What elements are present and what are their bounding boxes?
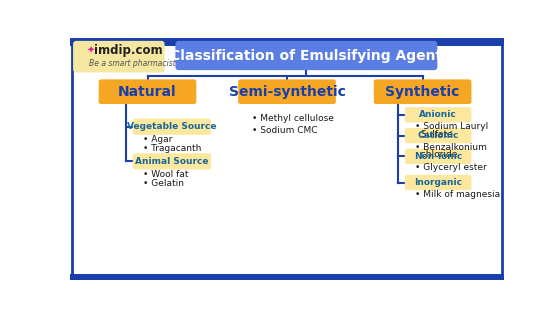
FancyBboxPatch shape: [133, 119, 211, 135]
FancyBboxPatch shape: [99, 79, 197, 104]
FancyBboxPatch shape: [175, 41, 437, 70]
Text: Classification of Emulsifying Agent: Classification of Emulsifying Agent: [170, 49, 442, 62]
FancyBboxPatch shape: [70, 274, 504, 280]
Text: Animal Source: Animal Source: [135, 157, 209, 166]
Text: Vegetable Source: Vegetable Source: [127, 122, 217, 131]
Text: • Milk of magnesia: • Milk of magnesia: [415, 190, 500, 199]
Text: Be a smart pharmacist: Be a smart pharmacist: [88, 60, 175, 68]
FancyBboxPatch shape: [73, 41, 165, 72]
FancyBboxPatch shape: [405, 149, 472, 164]
Text: • Sodium CMC: • Sodium CMC: [252, 126, 318, 135]
Text: • Tragacanth: • Tragacanth: [143, 144, 201, 153]
FancyBboxPatch shape: [238, 79, 336, 104]
FancyBboxPatch shape: [405, 128, 472, 143]
Text: • Wool fat: • Wool fat: [143, 169, 188, 179]
Text: Sulfate: Sulfate: [415, 129, 452, 139]
Text: ✦: ✦: [87, 46, 95, 56]
FancyBboxPatch shape: [405, 175, 472, 190]
Text: Anionic: Anionic: [419, 110, 457, 119]
FancyBboxPatch shape: [405, 107, 472, 123]
Text: • Sodium Lauryl: • Sodium Lauryl: [415, 122, 488, 131]
FancyBboxPatch shape: [374, 79, 472, 104]
Text: • Glyceryl ester: • Glyceryl ester: [415, 163, 487, 172]
Text: Semi-synthetic: Semi-synthetic: [228, 85, 346, 99]
FancyBboxPatch shape: [70, 38, 504, 45]
Text: • Agar: • Agar: [143, 135, 172, 144]
Text: Natural: Natural: [118, 85, 177, 99]
Text: Synthetic: Synthetic: [385, 85, 460, 99]
Text: Cationic: Cationic: [417, 131, 459, 140]
Text: Non-ionic: Non-ionic: [414, 152, 462, 161]
FancyBboxPatch shape: [133, 153, 211, 169]
Text: imdip.com: imdip.com: [94, 44, 162, 57]
Text: • Methyl cellulose: • Methyl cellulose: [252, 114, 334, 123]
Text: chloride: chloride: [415, 150, 458, 159]
Text: • Benzalkonium: • Benzalkonium: [415, 143, 487, 152]
Text: Inorganic: Inorganic: [414, 178, 462, 187]
Text: • Gelatin: • Gelatin: [143, 179, 184, 188]
